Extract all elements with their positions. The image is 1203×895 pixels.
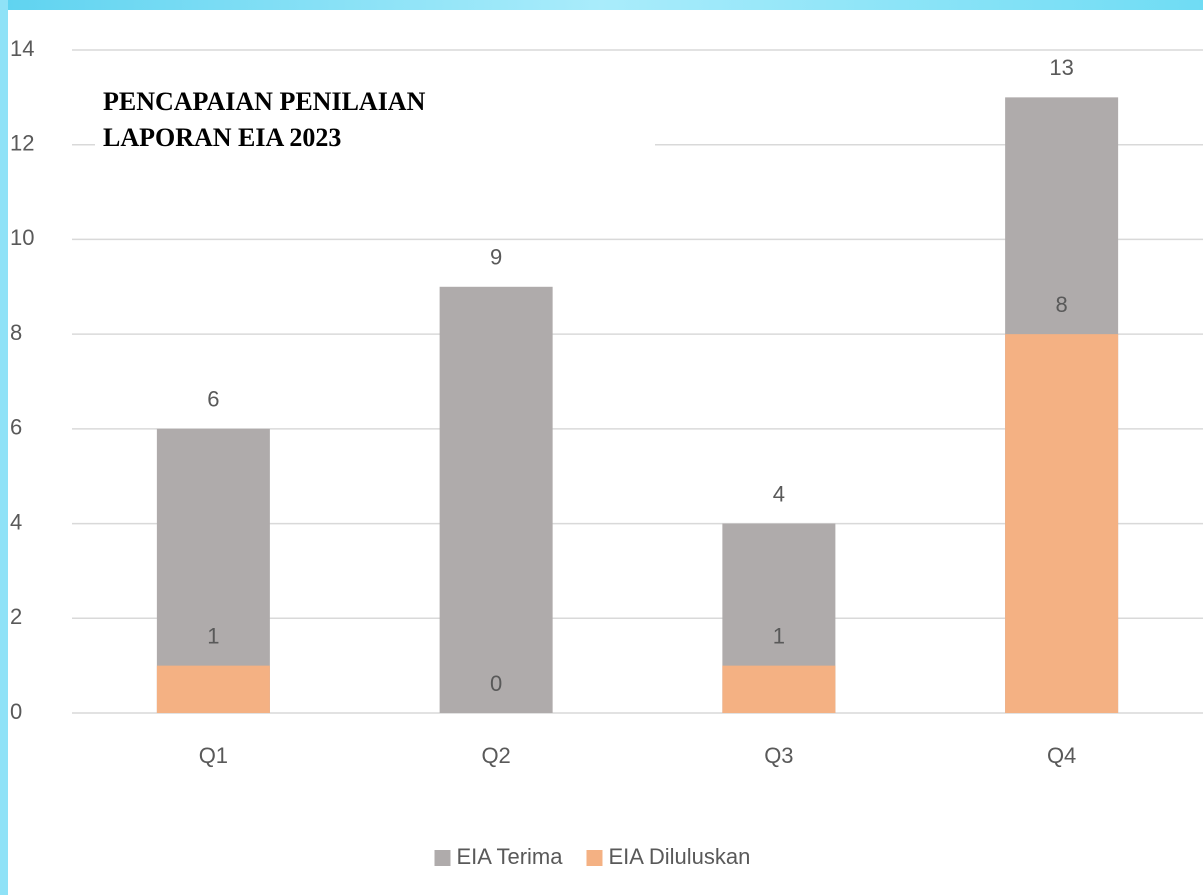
x-tick-label: Q3: [764, 743, 793, 768]
data-label: 8: [1056, 292, 1068, 317]
bar: [722, 665, 836, 713]
bar: [1005, 334, 1119, 713]
legend-swatch: [586, 850, 603, 866]
data-label: 1: [207, 623, 219, 648]
bar: [439, 286, 553, 713]
y-tick-label: 12: [10, 131, 34, 156]
bar: [156, 665, 270, 713]
y-tick-label: 0: [10, 699, 22, 724]
data-label: 0: [490, 671, 502, 696]
y-tick-label: 8: [10, 320, 22, 345]
data-label: 13: [1049, 55, 1073, 80]
y-tick-label: 4: [10, 509, 22, 534]
x-tick-label: Q1: [199, 743, 228, 768]
legend-label: EIA Terima: [457, 844, 564, 869]
y-tick-label: 10: [10, 225, 34, 250]
x-tick-label: Q4: [1047, 743, 1076, 768]
y-tick-label: 2: [10, 604, 22, 629]
x-tick-label: Q2: [481, 743, 510, 768]
frame-left: [0, 0, 8, 895]
y-tick-label: 6: [10, 415, 22, 440]
y-tick-label: 14: [10, 36, 34, 61]
frame-top: [0, 0, 1203, 10]
title-box: [95, 78, 655, 168]
data-label: 1: [773, 623, 785, 648]
data-label: 9: [490, 245, 502, 270]
chart-title: PENCAPAIAN PENILAIAN: [103, 87, 426, 116]
legend-label: EIA Diluluskan: [608, 844, 750, 869]
chart-title: LAPORAN EIA 2023: [103, 123, 341, 152]
legend-swatch: [434, 850, 451, 866]
data-label: 6: [207, 387, 219, 412]
data-label: 4: [773, 481, 785, 506]
